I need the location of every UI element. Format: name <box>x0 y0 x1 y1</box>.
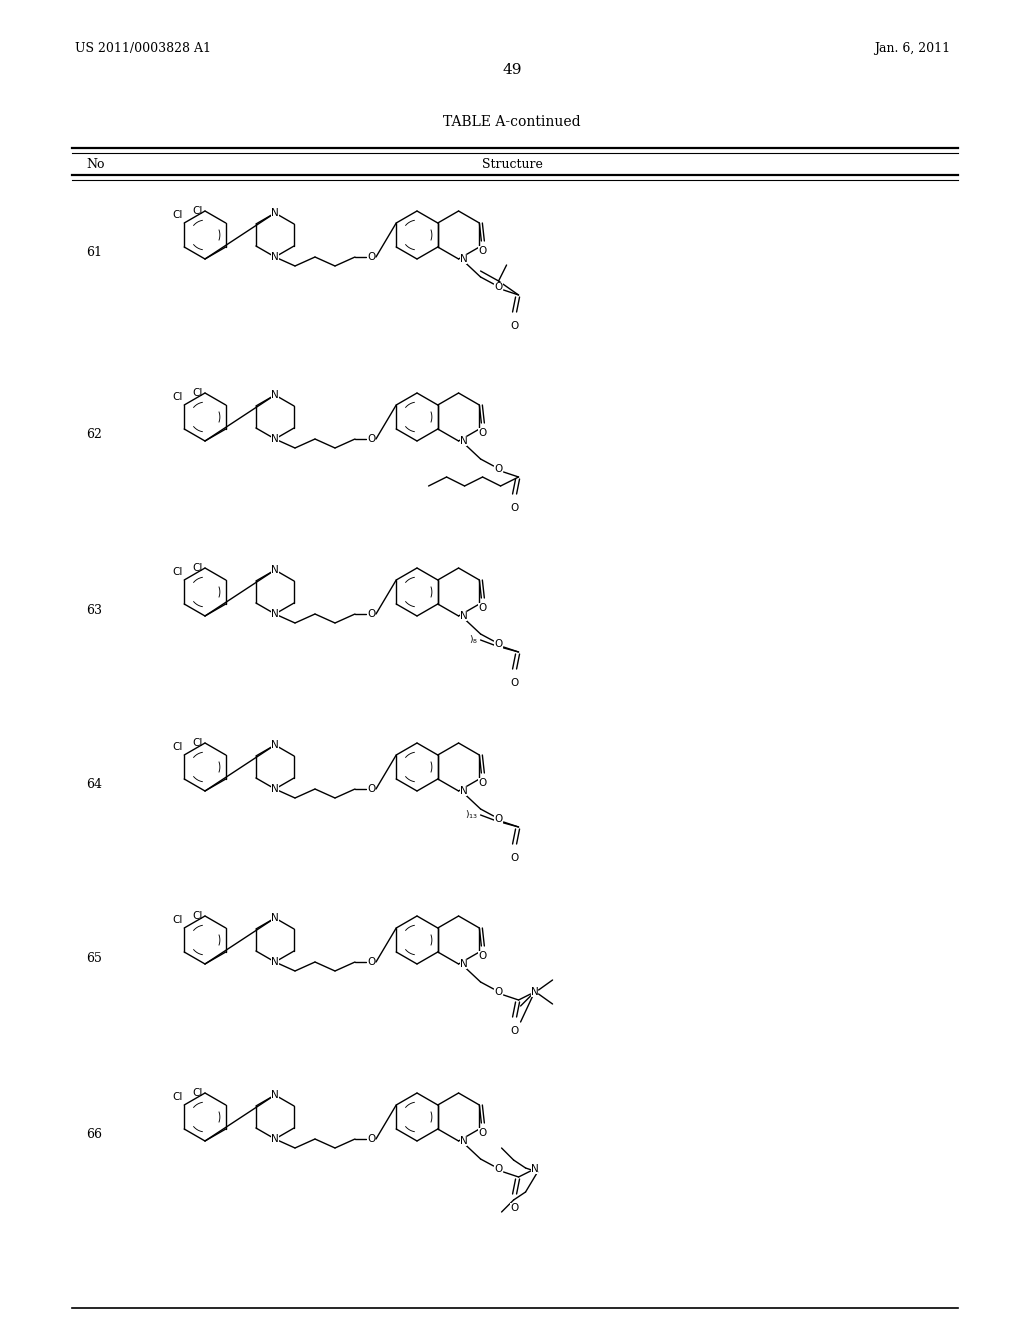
Text: N: N <box>271 913 279 923</box>
Text: O: O <box>478 246 486 256</box>
Text: N: N <box>460 436 467 446</box>
Text: Cl: Cl <box>173 915 183 925</box>
Text: Cl: Cl <box>173 210 183 220</box>
Text: 63: 63 <box>86 603 102 616</box>
Text: O: O <box>367 957 375 968</box>
Text: Cl: Cl <box>193 911 203 921</box>
Text: )$_8$: )$_8$ <box>469 634 478 647</box>
Text: O: O <box>495 987 503 997</box>
Text: Cl: Cl <box>173 392 183 403</box>
Text: O: O <box>495 282 503 292</box>
Text: N: N <box>271 1134 279 1144</box>
Text: N: N <box>271 389 279 400</box>
Text: Structure: Structure <box>481 158 543 172</box>
Text: O: O <box>367 784 375 795</box>
Text: O: O <box>510 1203 519 1213</box>
Text: O: O <box>478 777 486 788</box>
Text: O: O <box>478 1129 486 1138</box>
Text: O: O <box>495 639 503 649</box>
Text: O: O <box>510 1026 519 1036</box>
Text: O: O <box>510 321 519 331</box>
Text: No: No <box>86 158 104 172</box>
Text: N: N <box>271 252 279 261</box>
Text: 61: 61 <box>86 247 102 260</box>
Text: Cl: Cl <box>193 388 203 399</box>
Text: US 2011/0003828 A1: US 2011/0003828 A1 <box>75 42 211 55</box>
Text: N: N <box>271 741 279 750</box>
Text: Cl: Cl <box>193 1088 203 1098</box>
Text: N: N <box>271 434 279 444</box>
Text: N: N <box>460 1137 467 1146</box>
Text: N: N <box>530 987 539 997</box>
Text: Cl: Cl <box>173 568 183 577</box>
Text: N: N <box>271 784 279 795</box>
Text: O: O <box>478 428 486 438</box>
Text: O: O <box>495 814 503 824</box>
Text: 62: 62 <box>86 429 101 441</box>
Text: O: O <box>495 1164 503 1173</box>
Text: 49: 49 <box>502 63 522 77</box>
Text: 64: 64 <box>86 779 102 792</box>
Text: O: O <box>495 465 503 474</box>
Text: Jan. 6, 2011: Jan. 6, 2011 <box>873 42 950 55</box>
Text: Cl: Cl <box>193 206 203 216</box>
Text: Cl: Cl <box>193 738 203 748</box>
Text: O: O <box>510 853 519 863</box>
Text: N: N <box>530 1164 539 1173</box>
Text: Cl: Cl <box>173 742 183 752</box>
Text: O: O <box>367 252 375 261</box>
Text: N: N <box>271 957 279 968</box>
Text: TABLE A-continued: TABLE A-continued <box>443 115 581 129</box>
Text: Cl: Cl <box>173 1092 183 1102</box>
Text: N: N <box>460 960 467 969</box>
Text: O: O <box>478 603 486 612</box>
Text: Cl: Cl <box>193 564 203 573</box>
Text: )$_{13}$: )$_{13}$ <box>466 809 478 821</box>
Text: 66: 66 <box>86 1129 102 1142</box>
Text: N: N <box>271 609 279 619</box>
Text: O: O <box>478 950 486 961</box>
Text: O: O <box>367 609 375 619</box>
Text: N: N <box>460 785 467 796</box>
Text: O: O <box>367 1134 375 1144</box>
Text: N: N <box>271 209 279 218</box>
Text: O: O <box>510 678 519 688</box>
Text: N: N <box>460 611 467 620</box>
Text: O: O <box>510 503 519 513</box>
Text: 65: 65 <box>86 952 101 965</box>
Text: N: N <box>271 1090 279 1100</box>
Text: N: N <box>460 253 467 264</box>
Text: O: O <box>367 434 375 444</box>
Text: N: N <box>271 565 279 576</box>
